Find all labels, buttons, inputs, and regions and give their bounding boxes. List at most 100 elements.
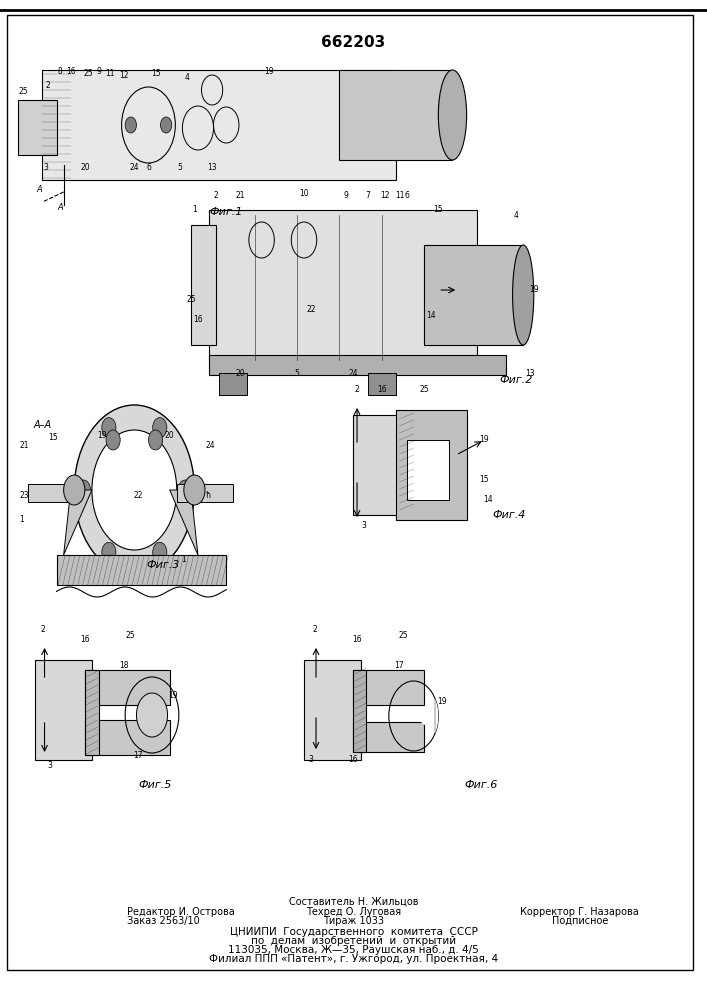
Text: 22: 22 — [306, 306, 316, 314]
Text: Корректор Г. Назарова: Корректор Г. Назарова — [520, 907, 639, 917]
Circle shape — [64, 475, 85, 505]
Text: 4: 4 — [185, 74, 189, 83]
Circle shape — [153, 542, 167, 562]
Text: 21: 21 — [20, 440, 30, 450]
Bar — [85, 670, 99, 755]
Text: 20: 20 — [165, 430, 175, 440]
Bar — [85, 670, 170, 705]
Text: 5: 5 — [295, 368, 299, 377]
Text: 6: 6 — [146, 163, 151, 172]
Text: 11: 11 — [105, 68, 115, 78]
Bar — [339, 70, 452, 160]
Text: Фиг.3: Фиг.3 — [146, 560, 180, 570]
Circle shape — [160, 117, 172, 133]
Bar — [219, 373, 247, 395]
Text: 113035, Москва, Ж—35, Раушская наб., д. 4/5: 113035, Москва, Ж—35, Раушская наб., д. … — [228, 945, 479, 955]
Circle shape — [125, 117, 136, 133]
Circle shape — [178, 480, 192, 500]
Bar — [209, 355, 506, 375]
Text: 19: 19 — [529, 286, 539, 294]
Text: 15: 15 — [151, 68, 160, 78]
Text: 9: 9 — [97, 66, 101, 76]
Text: 24: 24 — [349, 368, 358, 377]
Text: 13: 13 — [207, 163, 217, 172]
Text: 25: 25 — [18, 88, 28, 97]
Text: 3: 3 — [47, 760, 52, 770]
Text: ħ: ħ — [206, 490, 211, 499]
Text: Техред О. Луговая: Техред О. Луговая — [306, 907, 401, 917]
Wedge shape — [414, 698, 438, 734]
Text: 22: 22 — [133, 490, 143, 499]
Bar — [177, 484, 233, 502]
Text: 2: 2 — [46, 82, 50, 91]
Text: Составитель Н. Жильцов: Составитель Н. Жильцов — [288, 897, 419, 907]
Text: A: A — [36, 186, 42, 194]
Text: 5: 5 — [178, 163, 182, 172]
Text: 1: 1 — [192, 206, 197, 215]
Text: 662203: 662203 — [322, 35, 385, 50]
Text: 1: 1 — [19, 516, 23, 524]
Text: 2: 2 — [355, 385, 359, 394]
Bar — [209, 210, 477, 360]
Text: 21: 21 — [235, 190, 245, 200]
Text: 23: 23 — [20, 490, 30, 499]
Text: по  делам  изобретений  и  открытий: по делам изобретений и открытий — [251, 936, 456, 946]
Circle shape — [148, 430, 163, 450]
Text: Подписное: Подписное — [551, 916, 608, 926]
Circle shape — [74, 405, 194, 575]
Text: A–A: A–A — [33, 420, 52, 430]
Circle shape — [76, 480, 90, 500]
Text: Редактор И. Острова: Редактор И. Острова — [127, 907, 235, 917]
Bar — [424, 245, 523, 345]
Text: 6: 6 — [404, 190, 409, 200]
Bar — [28, 484, 78, 502]
Bar — [57, 555, 226, 585]
Text: 19: 19 — [264, 68, 274, 77]
Text: 2: 2 — [214, 190, 218, 200]
Circle shape — [184, 475, 205, 505]
Bar — [35, 660, 92, 760]
Text: ЦНИИПИ  Государственного  комитета  СССР: ЦНИИПИ Государственного комитета СССР — [230, 927, 477, 937]
Text: 15: 15 — [479, 476, 489, 485]
Text: 10: 10 — [299, 190, 309, 198]
Text: 2: 2 — [312, 626, 317, 635]
Text: 18: 18 — [119, 660, 129, 670]
Polygon shape — [170, 490, 198, 555]
Text: 3: 3 — [44, 163, 48, 172]
Bar — [354, 670, 424, 705]
Text: Фиг.4: Фиг.4 — [492, 510, 526, 520]
Text: 19: 19 — [437, 698, 447, 706]
Bar — [304, 660, 361, 760]
Text: 25: 25 — [83, 68, 93, 78]
Text: 11: 11 — [395, 190, 404, 200]
Text: Фиг.1: Фиг.1 — [209, 207, 243, 217]
Circle shape — [136, 693, 168, 737]
Text: Фиг.5: Фиг.5 — [139, 780, 173, 790]
Text: Фиг.6: Фиг.6 — [464, 780, 498, 790]
Text: 2: 2 — [40, 626, 45, 635]
Text: 7: 7 — [366, 190, 370, 200]
Text: 19: 19 — [98, 430, 107, 440]
Text: 24: 24 — [129, 163, 139, 172]
Text: 4: 4 — [514, 211, 518, 220]
Text: 9: 9 — [344, 190, 349, 200]
Text: 17: 17 — [133, 750, 143, 760]
Text: 20: 20 — [80, 163, 90, 172]
Circle shape — [92, 430, 177, 550]
Text: Филиал ППП «Патент», г. Ужгород, ул. Проектная, 4: Филиал ППП «Патент», г. Ужгород, ул. Про… — [209, 954, 498, 964]
Ellipse shape — [513, 245, 534, 345]
Text: 12: 12 — [119, 70, 129, 80]
Bar — [368, 373, 396, 395]
Polygon shape — [64, 490, 92, 555]
Bar — [396, 410, 467, 520]
Text: 16: 16 — [193, 316, 203, 324]
Text: 25: 25 — [419, 385, 429, 394]
Text: 16: 16 — [352, 636, 362, 645]
Text: Фиг.2: Фиг.2 — [499, 375, 533, 385]
Bar — [407, 440, 449, 500]
Text: 19: 19 — [168, 690, 178, 700]
Bar — [354, 670, 366, 752]
Text: 13: 13 — [525, 368, 535, 377]
Circle shape — [106, 430, 120, 450]
Text: 16: 16 — [377, 385, 387, 394]
